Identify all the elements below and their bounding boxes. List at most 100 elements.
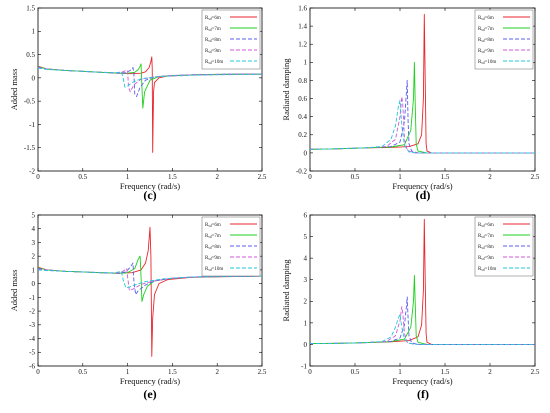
x-tick-label: 0 [36,173,40,181]
y-tick-label: -5 [29,349,35,357]
y-tick-label: 0.6 [298,95,307,103]
y-tick-label: 4 [304,255,308,263]
legend: Rsd=6m Rsd=7m Rsd=8m Rsd=9m Rsd=10m [474,216,534,277]
legend-entry-label: Rsd=7m [205,234,221,239]
x-tick-label: 2 [488,173,492,181]
x-tick-label: 2.5 [258,368,267,376]
y-tick-label: -1 [29,121,35,129]
legend-box [474,216,534,277]
legend-entry-label: Rsd=8m [478,38,494,43]
legend-box [201,216,261,277]
legend-entry-label: Rsd=8m [478,245,494,250]
y-tick-label: 5 [304,233,308,241]
legend-entry-label: Rsd=7m [205,27,221,32]
y-tick-label: 1.5 [26,4,35,12]
plot-frame [37,214,263,367]
legend-entry-label: Rsd=8m [205,245,221,250]
x-tick-label: 1.5 [441,368,450,376]
y-tick-label: -3 [29,321,35,329]
y-tick-label: 3 [32,239,36,247]
series-line-1 [38,56,262,153]
y-tick-label: 0.2 [298,131,307,139]
y-tick-label: 3 [304,276,308,284]
panel-label: (d) [416,188,431,202]
panel-d: 0 0.5 1 1.5 2 2.51.61.41.210.80.60.40.20-0.2F… [281,4,540,202]
y-tick-label: 0.5 [26,51,35,59]
x-tick-label: 1.5 [168,173,177,181]
x-tick-label: 2 [488,368,492,376]
series-group [310,218,535,345]
y-axis-label: Radiated damping [281,259,291,322]
plot-frame [309,214,536,367]
x-tick-label: 2 [215,368,219,376]
x-tick-label: 0.5 [351,173,360,181]
y-tick-label: 0.4 [298,113,307,121]
panel-label: (e) [143,387,156,401]
panel-label: (f) [417,387,429,401]
legend: Rsd=6m Rsd=7m Rsd=8m Rsd=9m Rsd=10m [201,216,261,277]
panel-e: 0 0.5 1 1.5 2 2.5 5 4 3 2 1 0 -1 -2 -3 -4 -5 -6 Frequency … [9,211,267,401]
y-tick-label: -1.5 [24,144,36,152]
y-tick-label: -2 [29,307,35,315]
y-tick-label: 2 [32,253,36,261]
legend-entry-label: Rsd=10m [478,60,496,65]
legend-entry-label: Rsd=6m [478,16,494,21]
x-tick-label: 1 [126,173,130,181]
y-tick-label: -0.5 [24,98,36,106]
legend-entry-label: Rsd=10m [478,267,496,272]
panel-label: (c) [143,188,156,202]
series-line-5 [38,269,262,289]
y-tick-label: 5 [32,211,36,219]
legend-entry-label: Rsd=9m [478,256,494,261]
y-tick-label: 1 [304,59,308,67]
series-line-3 [38,66,262,97]
legend-entry-label: Rsd=9m [478,49,494,54]
x-tick-label: 0.5 [78,173,87,181]
series-line-4 [38,67,262,93]
legend-entry-label: Rsd=9m [205,256,221,261]
x-tick-label: 2.5 [258,173,267,181]
legend-entry-label: Rsd=6m [478,223,494,228]
y-tick-label: 0.8 [298,77,307,85]
y-axis-label: Added mass [9,69,19,111]
y-axis-label: Added mass [9,270,19,312]
x-tick-label: 1.5 [168,368,177,376]
y-tick-label: -2 [29,167,35,175]
series-line-5 [38,67,262,88]
x-tick-label: 0 [308,173,312,181]
x-axis-label: Frequency (rad/s) [392,376,452,386]
legend-entry-label: Rsd=8m [205,38,221,43]
legend-entry-label: Rsd=7m [478,27,494,32]
x-tick-label: 0 [36,368,40,376]
x-tick-label: 1.5 [441,173,450,181]
legend-entry-label: Rsd=7m [478,234,494,239]
y-tick-label: 1.4 [298,23,307,31]
x-tick-label: 2.5 [531,173,540,181]
legend-entry-label: Rsd=10m [205,60,223,65]
x-axis-label: Frequency (rad/s) [392,181,452,191]
x-tick-label: 0.5 [78,368,87,376]
legend-entry-label: Rsd=10m [205,267,223,272]
legend: Rsd=6m Rsd=7m Rsd=8m Rsd=9m Rsd=10m [201,9,261,70]
y-tick-label: 1.6 [298,4,307,12]
legend-entry-label: Rsd=6m [205,16,221,21]
x-tick-label: 0 [308,368,312,376]
legend: Rsd=6m Rsd=7m Rsd=8m Rsd=9m Rsd=10m [474,9,534,70]
x-tick-label: 0.5 [351,368,360,376]
plot-frame [309,7,536,172]
y-tick-label: 0 [32,74,36,82]
y-tick-label: 1.2 [298,41,307,49]
legend-box [474,9,534,70]
series-line-5 [310,99,535,154]
y-tick-label: 2 [304,298,308,306]
y-axis-label: Radiated damping [281,58,291,121]
y-tick-label: 1 [304,319,308,327]
y-tick-label: 4 [32,225,36,233]
y-tick-label: -0.2 [296,167,308,175]
x-tick-label: 2.5 [531,368,540,376]
series-line-5 [310,313,535,345]
series-group [310,13,535,154]
y-tick-label: 6 [304,211,308,219]
